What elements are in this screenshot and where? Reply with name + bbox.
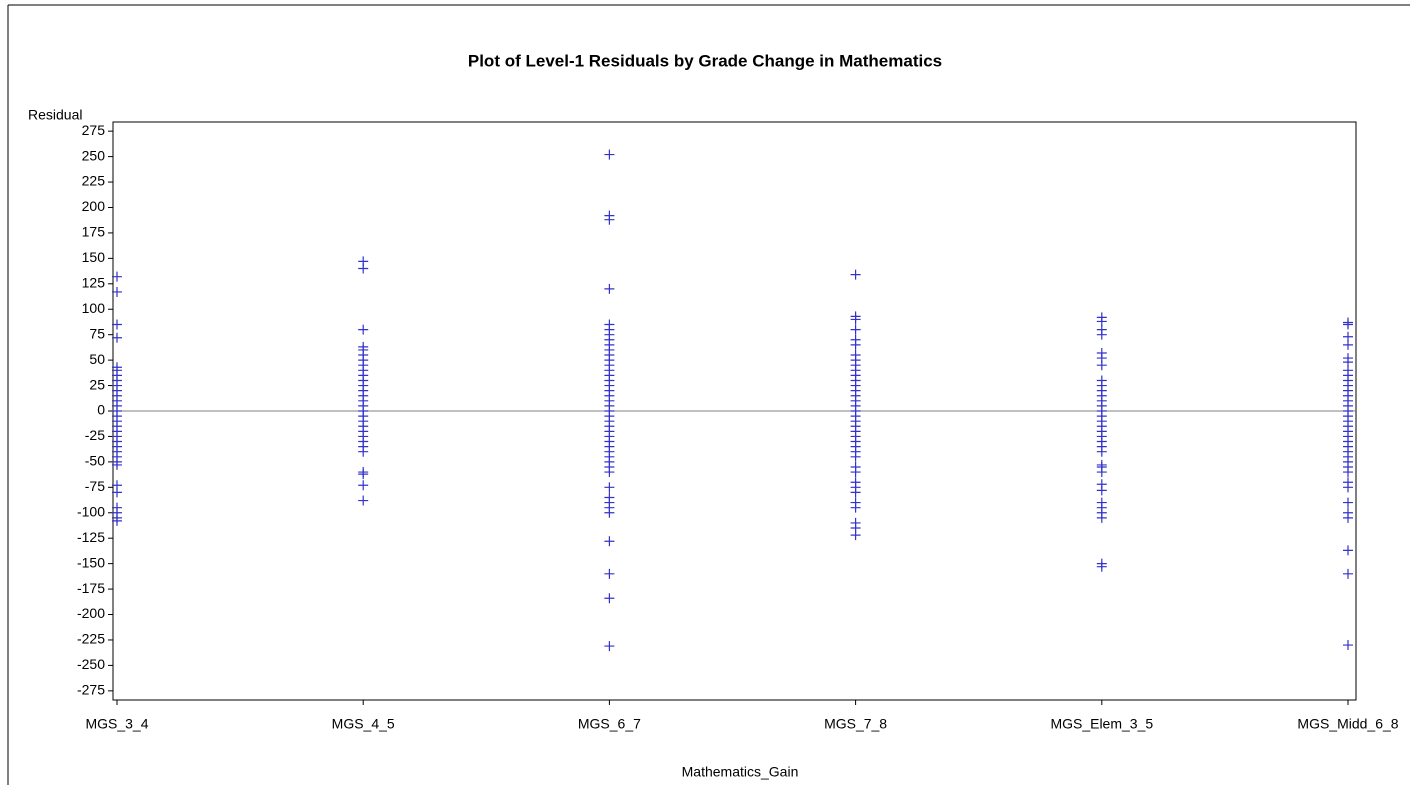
point bbox=[1343, 467, 1353, 478]
point bbox=[358, 469, 369, 480]
point bbox=[1343, 482, 1353, 493]
point bbox=[358, 446, 369, 457]
point bbox=[604, 482, 615, 493]
point bbox=[604, 507, 615, 518]
x-tick-label: MGS_7_8 bbox=[824, 716, 887, 732]
point bbox=[604, 214, 615, 225]
x-tick-label: MGS_Midd_6_8 bbox=[1297, 716, 1398, 732]
y-tick-label: 250 bbox=[82, 147, 106, 163]
point bbox=[1096, 512, 1107, 523]
y-tick-label: 200 bbox=[82, 198, 106, 214]
point bbox=[850, 324, 861, 335]
y-tick-label: -25 bbox=[85, 427, 105, 443]
point bbox=[1343, 497, 1353, 508]
y-tick-label: -225 bbox=[77, 631, 105, 647]
y-tick-label: 150 bbox=[82, 249, 106, 265]
y-tick-label: -250 bbox=[77, 656, 105, 672]
point bbox=[1096, 485, 1107, 496]
point bbox=[604, 536, 615, 547]
y-axis-label: Residual bbox=[28, 107, 82, 123]
y-tick-label: -50 bbox=[85, 453, 105, 469]
point bbox=[358, 263, 369, 274]
point bbox=[1343, 568, 1353, 579]
point bbox=[850, 451, 861, 462]
x-axis-label: Mathematics_Gain bbox=[682, 764, 799, 780]
point bbox=[1096, 360, 1107, 371]
point bbox=[604, 283, 615, 294]
point bbox=[1343, 319, 1353, 330]
x-tick-label: MGS_6_7 bbox=[578, 716, 641, 732]
y-tick-label: 75 bbox=[89, 325, 105, 341]
point bbox=[1343, 545, 1353, 556]
point bbox=[112, 515, 122, 526]
x-tick-label: MGS_4_5 bbox=[332, 716, 395, 732]
point bbox=[850, 339, 861, 350]
y-tick-label: -275 bbox=[77, 682, 105, 698]
point bbox=[112, 332, 122, 343]
x-tick-label: MGS_3_4 bbox=[85, 716, 148, 732]
y-tick-label: 25 bbox=[89, 376, 105, 392]
point bbox=[604, 568, 615, 579]
y-tick-label: -75 bbox=[85, 478, 105, 494]
point bbox=[1096, 467, 1107, 478]
point bbox=[112, 487, 122, 498]
point bbox=[1096, 446, 1107, 457]
point bbox=[358, 480, 369, 491]
point bbox=[850, 487, 861, 498]
point bbox=[358, 324, 369, 335]
y-tick-label: 0 bbox=[97, 402, 105, 418]
point bbox=[1096, 561, 1107, 572]
y-tick-label: -200 bbox=[77, 605, 105, 621]
y-tick-label: 175 bbox=[82, 224, 106, 240]
point bbox=[112, 319, 122, 330]
point bbox=[112, 271, 122, 282]
y-tick-label: -100 bbox=[77, 503, 105, 519]
point bbox=[112, 286, 122, 297]
point bbox=[850, 269, 861, 280]
y-tick-label: 125 bbox=[82, 275, 106, 291]
point bbox=[850, 467, 861, 478]
chart-title: Plot of Level-1 Residuals by Grade Chang… bbox=[468, 51, 942, 70]
point bbox=[850, 314, 861, 325]
y-tick-label: 225 bbox=[82, 173, 106, 189]
point bbox=[112, 459, 122, 470]
point bbox=[604, 641, 615, 652]
point bbox=[604, 593, 615, 604]
point bbox=[850, 530, 861, 541]
point bbox=[358, 495, 369, 506]
y-tick-label: 50 bbox=[89, 351, 105, 367]
point bbox=[1096, 329, 1107, 340]
point bbox=[604, 149, 615, 160]
x-tick-label: MGS_Elem_3_5 bbox=[1050, 716, 1153, 732]
point bbox=[1343, 512, 1353, 523]
y-tick-label: -125 bbox=[77, 529, 105, 545]
point bbox=[1343, 339, 1353, 350]
y-tick-label: 275 bbox=[82, 122, 106, 138]
y-tick-label: -150 bbox=[77, 554, 105, 570]
point bbox=[604, 467, 615, 478]
y-tick-label: 100 bbox=[82, 300, 106, 316]
point bbox=[850, 502, 861, 513]
point bbox=[1343, 640, 1353, 651]
y-tick-label: -175 bbox=[77, 580, 105, 596]
